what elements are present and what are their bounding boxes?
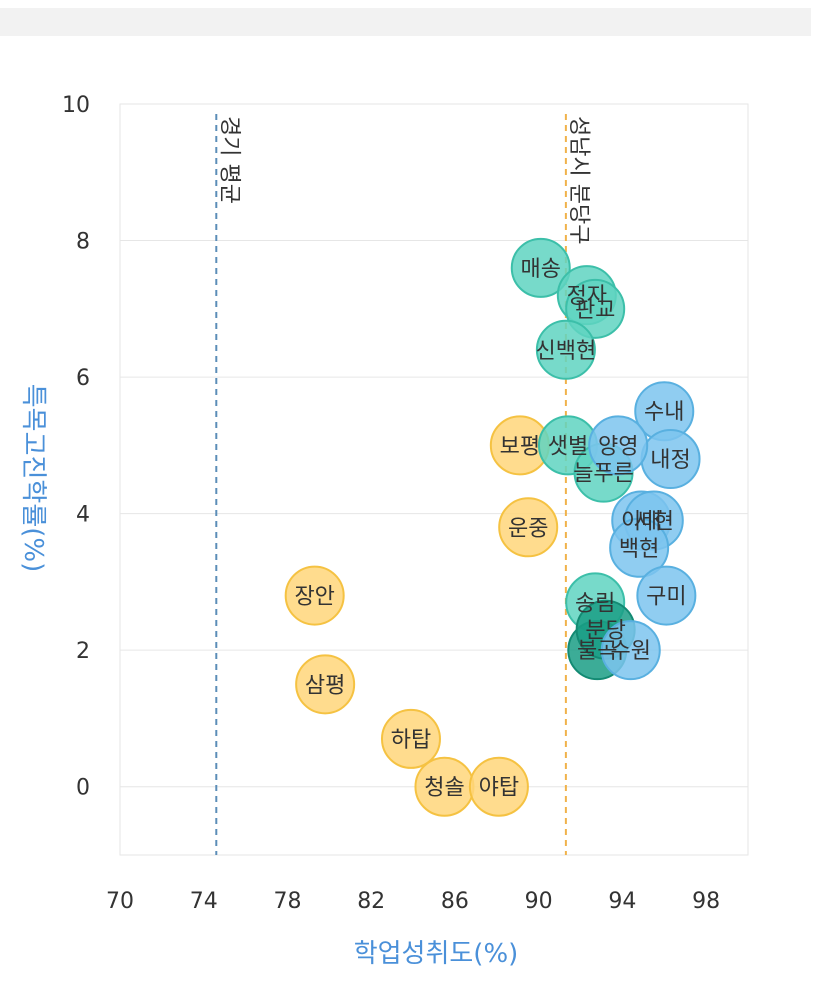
bubble-label: 백현 — [619, 537, 659, 562]
reference-line-label: 경기 평균 — [216, 116, 241, 204]
bubbles — [284, 237, 701, 817]
bubble — [498, 497, 559, 558]
y-tick-label: 8 — [76, 230, 90, 255]
bubble-label: 이매 — [621, 509, 661, 534]
bubble-label: 수내 — [644, 400, 684, 425]
x-tick-label: 82 — [357, 889, 385, 914]
bubble — [284, 565, 345, 626]
reference-line-label: 성남시 분당구 — [566, 116, 591, 244]
bubble-label: 신백현 — [536, 339, 597, 364]
bubble-label: 판교 — [575, 298, 615, 323]
x-tick-label: 98 — [692, 889, 720, 914]
y-tick-label: 10 — [62, 93, 90, 118]
y-axis-title: 특목고진학률(%) — [18, 384, 48, 573]
bubble — [380, 708, 441, 769]
y-tick-label: 4 — [76, 503, 90, 528]
bubble-label: 장안 — [294, 585, 334, 610]
bubble — [609, 517, 670, 578]
y-tick-label: 0 — [76, 776, 90, 801]
bubble-label: 내정 — [650, 448, 690, 473]
bubble-label: 삼평 — [305, 673, 345, 698]
bubble-label: 정자 — [567, 284, 607, 309]
bubble — [636, 565, 697, 626]
x-tick-label: 74 — [190, 889, 218, 914]
bubble-label: 하탑 — [391, 728, 431, 753]
top-bar — [0, 8, 811, 36]
bubble — [588, 415, 649, 476]
bubble-label: 송림 — [575, 591, 615, 616]
bubble-label: 양영 — [598, 434, 638, 459]
bubble-label: 샛별 — [548, 434, 588, 459]
bubble-label: 운중 — [508, 516, 548, 541]
x-tick-label: 90 — [525, 889, 553, 914]
bubble-label: 늘푸른 — [573, 462, 634, 487]
bubble-label: 청솔 — [424, 776, 464, 801]
x-tick-label: 86 — [441, 889, 469, 914]
bubble-label: 서현 — [634, 509, 674, 534]
x-tick-label: 94 — [608, 889, 636, 914]
bubble-label: 구미 — [646, 585, 686, 610]
bubble — [468, 756, 529, 817]
bubble-label: 야탑 — [479, 776, 519, 801]
x-axis-title: 학업성취도(%) — [354, 939, 519, 969]
bubble-label: 매송 — [521, 257, 561, 282]
bubble-label: 불곡 — [577, 639, 617, 664]
bubble — [510, 237, 571, 298]
x-tick-label: 78 — [273, 889, 301, 914]
bubble — [565, 278, 626, 339]
y-tick-label: 6 — [76, 366, 90, 391]
bubble — [535, 319, 596, 380]
reference-lines: 경기 평균 성남시 분당구 — [215, 114, 591, 855]
bubble — [600, 620, 661, 681]
bubble-label: 보평 — [500, 434, 540, 459]
x-tick-label: 70 — [106, 889, 134, 914]
y-tick-label: 2 — [76, 639, 90, 664]
bubble-label: 수원 — [611, 639, 651, 664]
bubble — [295, 654, 356, 715]
bubble-label: 분당 — [585, 619, 625, 644]
